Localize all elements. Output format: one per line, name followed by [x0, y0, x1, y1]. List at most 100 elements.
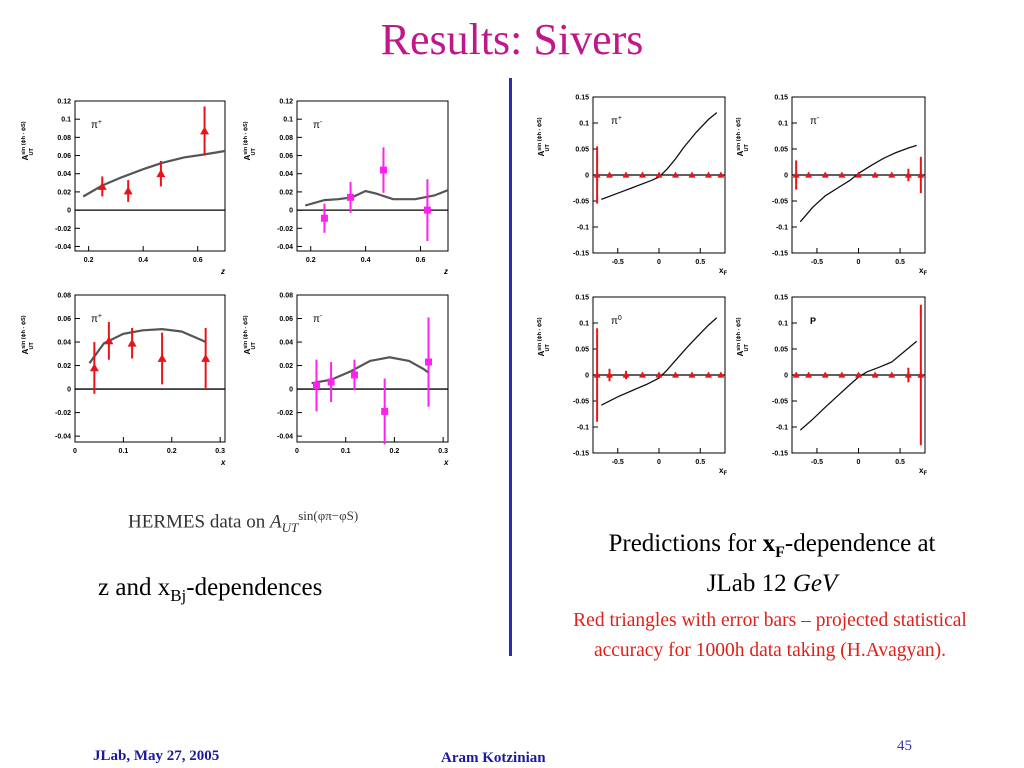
data-point	[379, 147, 387, 193]
y-axis-label: Asin (ϕh - ϕS) UT	[21, 315, 35, 354]
x-tick-label: 0.4	[138, 257, 148, 264]
data-point	[639, 371, 646, 378]
x-tick-label: -0.5	[811, 459, 823, 466]
data-point	[717, 371, 725, 378]
square-marker	[423, 206, 431, 214]
triangle-marker	[904, 371, 912, 378]
y-axis-label-sup: sin (ϕh - ϕS)	[243, 315, 249, 348]
chart-hermes-x-pi-plus: -0.04 -0.02 0 0.02 0.04 0.06 0.08 0 0.1 0.2 0.3 x As…	[21, 293, 226, 468]
triangle-marker	[688, 171, 696, 178]
data-point	[855, 171, 862, 178]
y-axis-label-sup: sin (ϕh - ϕS)	[243, 121, 249, 154]
triangle-marker	[838, 171, 846, 178]
x-tick-label: 0.2	[306, 257, 316, 264]
x-tick-label: 0.1	[119, 448, 129, 455]
triangle-marker	[655, 371, 663, 378]
triangle-marker	[805, 371, 813, 378]
projection-note: Red triangles with error bars – projecte…	[573, 610, 967, 661]
x-axis-label-sub: F	[923, 471, 927, 477]
data-point	[871, 371, 879, 378]
y-tick-label: 0.12	[279, 99, 293, 106]
y-tick-label: 0.05	[774, 147, 788, 154]
triangle-marker	[127, 338, 137, 347]
theory-curve	[311, 356, 430, 385]
footer-page-number: 45	[897, 738, 912, 754]
panel-label: π+	[91, 313, 102, 325]
panel-label-sup: -	[320, 119, 323, 126]
triangle-marker	[672, 371, 679, 378]
data-point	[127, 327, 137, 359]
data-point	[622, 370, 630, 380]
triangle-marker	[606, 371, 613, 378]
x-tick-label: 0	[73, 448, 77, 455]
data-point	[888, 371, 896, 378]
triangle-marker	[639, 171, 646, 178]
y-tick-label: 0	[67, 208, 71, 215]
panel-label-sup: -	[817, 115, 820, 122]
footer-author: Aram Kotzinian	[441, 750, 546, 766]
x-tick-label: -0.5	[811, 259, 823, 266]
data-point	[821, 171, 829, 178]
triangle-marker	[792, 371, 800, 378]
triangle-marker	[688, 371, 696, 378]
y-tick-label: -0.04	[55, 434, 71, 441]
x-tick-label: 0	[657, 459, 661, 466]
panel-label: π-	[313, 119, 323, 131]
y-tick-label: -0.1	[776, 425, 788, 432]
y-axis-label-sup: sin (ϕh - ϕS)	[537, 317, 543, 350]
triangle-marker	[917, 171, 925, 178]
triangle-marker	[201, 354, 211, 362]
y-tick-label: -0.02	[277, 226, 293, 233]
triangle-marker	[622, 371, 630, 378]
y-axis-label: Asin (ϕh - ϕS) UT	[537, 317, 551, 356]
y-tick-label: 0.15	[774, 295, 788, 302]
triangle-marker	[871, 371, 879, 378]
y-axis-label-sup: sin (ϕh - ϕS)	[736, 317, 742, 350]
y-tick-label: -0.04	[277, 244, 293, 251]
data-point	[593, 146, 601, 204]
panel-label: P	[810, 316, 816, 326]
data-point	[89, 342, 99, 394]
triangle-marker	[838, 371, 846, 378]
data-point	[606, 368, 613, 382]
data-point	[688, 371, 696, 378]
y-axis-label: Asin (ϕh - ϕS) UT	[736, 117, 750, 156]
data-point	[320, 203, 328, 233]
y-axis-label-sub: UT	[29, 341, 35, 349]
data-point	[717, 171, 725, 178]
theory-curve	[799, 340, 918, 431]
y-tick-label: -0.02	[55, 410, 71, 417]
data-point	[347, 181, 355, 213]
data-point	[606, 171, 613, 178]
predictions-caption: Predictions for xF-dependence at JLab 12…	[522, 528, 1022, 599]
triangle-marker	[622, 171, 630, 178]
y-tick-label: 0	[585, 173, 589, 180]
panel-label-sup: -	[320, 313, 323, 320]
plot-frame	[296, 294, 449, 443]
y-tick-label: -0.15	[772, 451, 788, 458]
x-tick-label: 0	[857, 259, 861, 266]
y-tick-label: 0.06	[57, 316, 71, 323]
data-point	[655, 171, 663, 178]
y-tick-label: -0.02	[55, 226, 71, 233]
y-axis-label-sub: UT	[744, 143, 750, 151]
data-point	[423, 179, 431, 241]
panel-label: π+	[91, 119, 102, 131]
panel-label: π0	[611, 315, 622, 327]
triangle-marker	[156, 169, 166, 178]
chart-hermes-x-pi-minus: -0.04 -0.02 0 0.02 0.04 0.06 0.08 0 0.1 0.2 0.3 x As…	[243, 293, 449, 468]
y-tick-label: 0.05	[575, 147, 589, 154]
triangle-marker	[855, 171, 862, 178]
triangle-marker	[855, 371, 862, 378]
y-axis-label-sup: sin (ϕh - ϕS)	[21, 121, 27, 154]
plot-frame	[74, 100, 226, 252]
pred-l1-bold: x	[762, 530, 776, 557]
hermes-caption-base: A	[269, 511, 282, 533]
triangle-marker	[888, 371, 896, 378]
chart-pred-pi-minus: -0.15 -0.1 -0.05 0 0.05 0.1 0.15 -0.5 0 0.5 xF Asin…	[736, 95, 927, 278]
triangle-marker	[104, 336, 114, 345]
chart-hermes-z-pi-minus: -0.04 -0.02 0 0.02 0.04 0.06 0.08 0.1 0.12 0.2 0.4…	[243, 99, 449, 276]
data-point	[97, 176, 107, 197]
square-marker	[312, 382, 320, 390]
